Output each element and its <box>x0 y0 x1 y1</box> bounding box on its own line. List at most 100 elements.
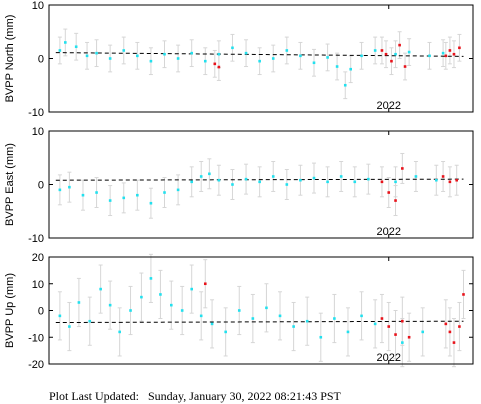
data-point <box>312 61 316 65</box>
data-point <box>380 317 384 320</box>
y-tick-label: 0 <box>38 180 44 192</box>
data-point <box>159 293 162 296</box>
data-point <box>180 309 184 312</box>
data-point <box>319 335 323 339</box>
data-point <box>444 322 448 326</box>
y-tick-label: 10 <box>32 0 44 12</box>
data-point <box>85 54 89 58</box>
data-point <box>387 325 391 328</box>
data-point <box>394 333 397 336</box>
data-point <box>373 322 377 326</box>
x-tick-label: 2022 <box>377 226 401 238</box>
data-point <box>258 59 261 63</box>
data-point <box>343 83 347 87</box>
y-tick-label: -20 <box>28 359 44 371</box>
data-point <box>441 175 445 178</box>
data-point <box>108 57 112 60</box>
data-point <box>353 180 357 184</box>
data-point <box>149 201 153 205</box>
data-point <box>217 65 221 69</box>
data-point <box>176 57 180 60</box>
data-point <box>251 317 255 320</box>
data-point <box>390 59 393 63</box>
data-point <box>74 45 78 49</box>
data-point <box>95 191 98 194</box>
y-tick-label: -10 <box>28 107 44 119</box>
data-point <box>217 52 221 56</box>
data-point <box>244 177 248 181</box>
data-point <box>136 193 139 197</box>
data-point <box>333 317 336 320</box>
data-point <box>278 314 282 318</box>
data-point <box>380 49 384 52</box>
data-point <box>199 175 203 178</box>
east-panel: -10 0 10 2022 BVPP East (mm) <box>4 126 474 245</box>
data-point <box>428 54 431 58</box>
data-point <box>199 314 203 318</box>
data-point <box>367 177 370 181</box>
data-point <box>326 56 329 59</box>
data-point <box>394 52 397 56</box>
data-point <box>210 322 214 326</box>
data-point <box>129 309 132 312</box>
data-point <box>380 180 384 184</box>
data-point <box>414 175 418 178</box>
data-point <box>462 293 465 296</box>
data-point <box>149 277 153 280</box>
data-point <box>81 193 85 197</box>
data-point <box>217 178 221 182</box>
y-tick-label: -10 <box>28 233 44 245</box>
data-point <box>407 50 411 54</box>
data-point <box>149 59 153 63</box>
data-point <box>285 49 289 52</box>
data-point <box>394 199 397 202</box>
data-point <box>99 287 102 291</box>
data-point <box>122 196 126 200</box>
x-tick-label: 2022 <box>377 352 401 364</box>
y-tick-label: 10 <box>32 279 44 291</box>
data-point <box>108 199 112 202</box>
data-point <box>88 319 92 323</box>
data-point <box>441 51 445 55</box>
data-point <box>64 41 67 44</box>
data-point <box>258 180 261 184</box>
data-point <box>360 314 363 318</box>
data-point <box>299 54 302 58</box>
data-point <box>455 178 458 182</box>
data-point <box>208 172 211 176</box>
y-tick-label: 10 <box>32 126 44 138</box>
data-point <box>122 49 126 52</box>
data-point <box>448 180 452 184</box>
footer-label: Plot Last Updated: <box>49 389 139 403</box>
data-point <box>285 183 289 186</box>
data-point <box>237 309 241 312</box>
trend-line <box>55 52 464 57</box>
data-point <box>458 325 461 328</box>
footer-timestamp: Sunday, January 30, 2022 08:21:43 PST <box>148 389 341 403</box>
data-point <box>203 59 207 63</box>
y-tick-label: 0 <box>38 306 44 318</box>
data-point <box>452 52 456 56</box>
data-point <box>68 325 71 328</box>
data-point <box>407 335 411 339</box>
plot-frame <box>48 130 474 239</box>
data-point <box>398 43 401 47</box>
data-point <box>444 54 448 58</box>
data-point <box>213 62 217 66</box>
data-point <box>108 303 112 307</box>
data-point <box>136 54 139 58</box>
y-axis-label: BVPP Up (mm) <box>4 273 16 348</box>
data-point <box>458 46 461 50</box>
data-point <box>163 191 166 194</box>
data-point <box>244 51 248 55</box>
data-point <box>401 341 404 344</box>
data-point <box>394 180 397 184</box>
data-point <box>349 67 352 71</box>
y-tick-label: -10 <box>28 332 44 344</box>
data-point <box>140 295 143 299</box>
data-point <box>203 282 207 286</box>
data-point <box>58 314 62 318</box>
data-point <box>373 49 377 52</box>
plot-updated-footer: Plot Last Updated: Sunday, January 30, 2… <box>49 389 341 404</box>
